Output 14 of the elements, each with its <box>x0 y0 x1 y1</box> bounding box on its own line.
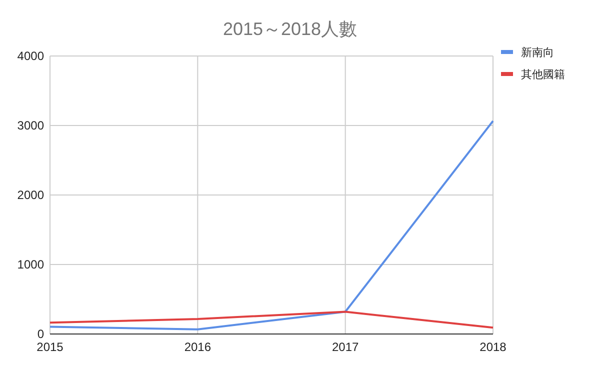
line-series <box>49 310 494 329</box>
line-series <box>49 120 494 330</box>
x-tick-label: 2016 <box>184 340 212 354</box>
y-tick-label: 4000 <box>17 49 44 63</box>
y-tick-label: 3000 <box>17 118 44 132</box>
y-tick-label: 0 <box>37 327 44 341</box>
y-tick-label: 1000 <box>17 258 44 272</box>
chart-title: 2015～2018人數 <box>222 19 358 39</box>
x-tick-label: 2017 <box>332 340 360 354</box>
x-tick-label: 2015 <box>36 340 64 354</box>
legend-label: 其他國籍 <box>521 68 565 81</box>
y-tick-label: 2000 <box>17 188 44 202</box>
x-tick-label: 2018 <box>480 340 507 354</box>
legend-label: 新南向 <box>521 46 554 59</box>
